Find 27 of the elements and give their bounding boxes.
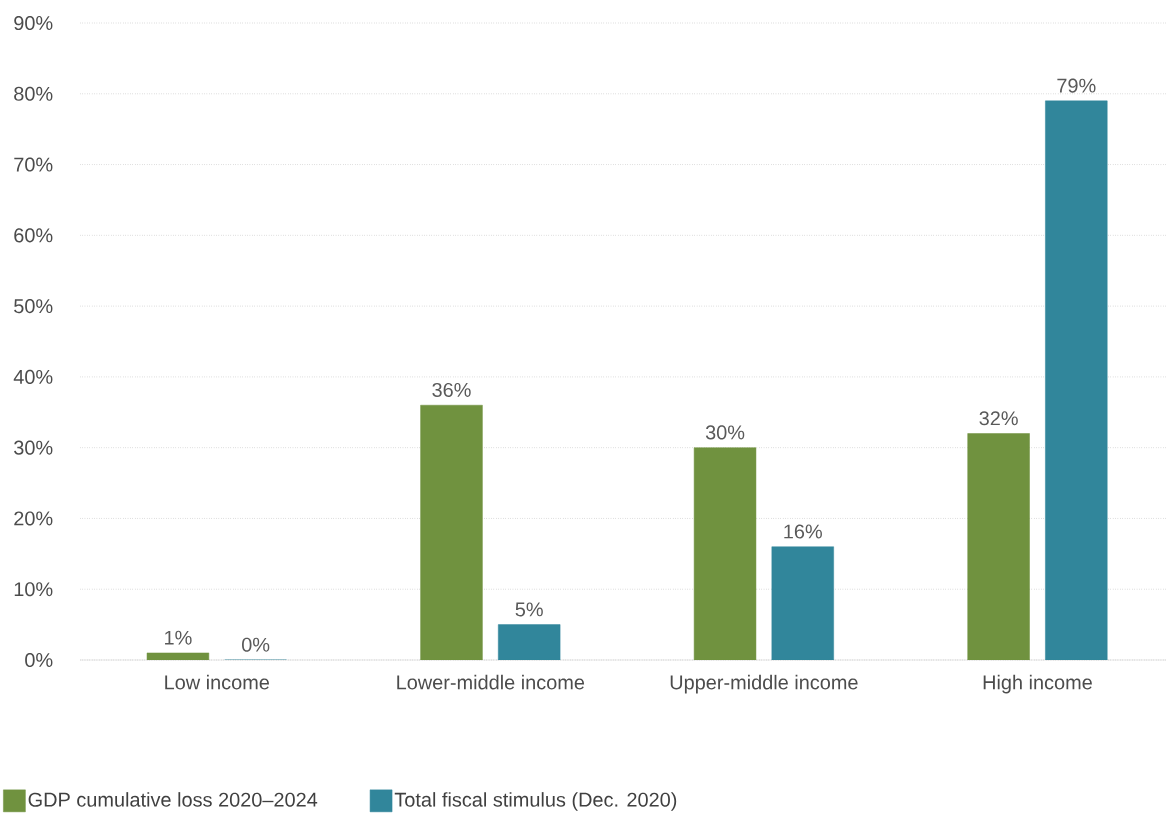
y-tick-label: 50% xyxy=(14,299,53,314)
y-tick-label: 20% xyxy=(14,511,53,526)
y-tick-label: 60% xyxy=(14,228,53,243)
data-label: 1% xyxy=(165,630,192,645)
data-label: 16% xyxy=(784,524,822,539)
bar xyxy=(1045,100,1108,660)
y-tick-label: 90% xyxy=(14,15,53,31)
x-tick-label: Upper-middle income xyxy=(670,674,858,694)
y-tick-label: 0% xyxy=(25,652,53,668)
data-label: 36% xyxy=(432,382,471,397)
data-label: 32% xyxy=(979,411,1018,426)
y-tick-label: 10% xyxy=(14,582,53,597)
x-tick-label: High income xyxy=(983,674,1092,694)
bar xyxy=(498,624,561,660)
legend-label: Total fiscal stimulus (Dec. 2020) xyxy=(394,792,677,811)
x-tick-label: Low income xyxy=(165,674,270,690)
bar xyxy=(771,546,834,660)
y-tick-label: 30% xyxy=(14,440,53,455)
data-label: 0% xyxy=(242,637,270,652)
x-tick-label: Lower-middle income xyxy=(397,674,585,690)
legend-label: GDP cumulative loss 2020–2024 xyxy=(28,792,318,807)
y-tick-label: 80% xyxy=(14,86,53,101)
y-tick-label: 70% xyxy=(14,157,53,172)
y-tick-label: 40% xyxy=(13,369,53,384)
data-label: 79% xyxy=(1057,78,1096,93)
data-label: 30% xyxy=(705,425,745,440)
data-label: 5% xyxy=(515,602,543,617)
